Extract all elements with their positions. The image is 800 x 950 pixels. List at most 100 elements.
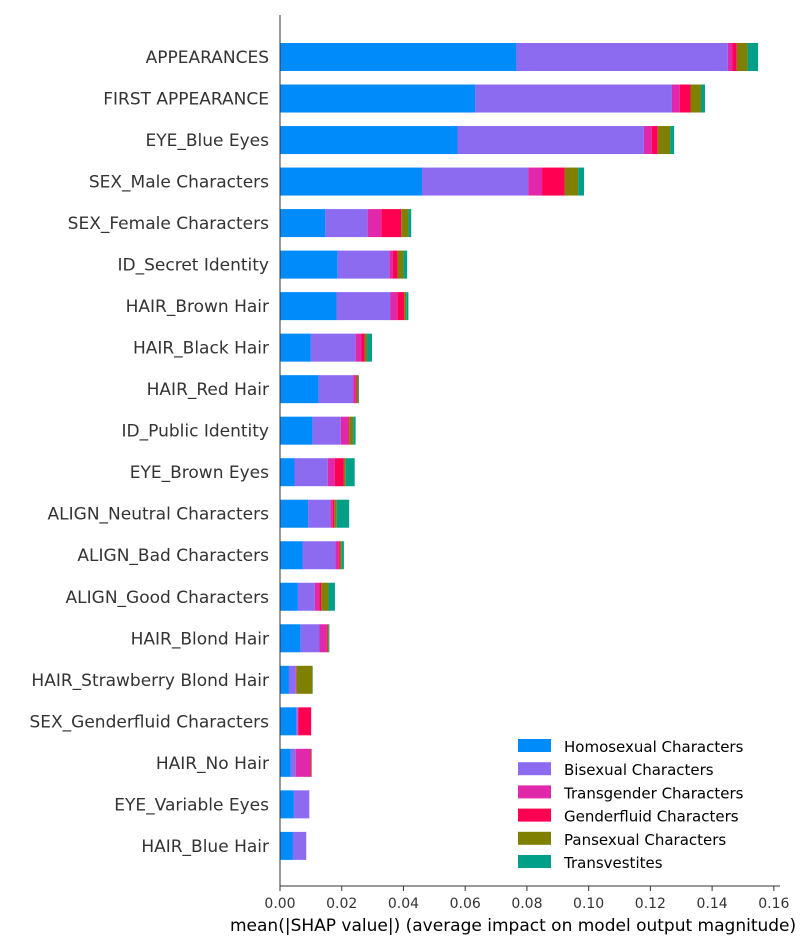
bar-first-appearance-bisexual-characters	[475, 84, 672, 113]
bar-eye-blue-eyes-genderfluid-characters	[651, 126, 658, 155]
x-tick-label: 0.10	[573, 896, 604, 912]
x-tick-label: 0.14	[697, 896, 728, 912]
bar-hair-brown-hair-transvestites	[406, 292, 409, 321]
bar-align-neutral-characters-transvestites	[336, 499, 350, 528]
bar-eye-blue-eyes-pansexual-characters	[657, 126, 671, 155]
bar-hair-blue-hair-homosexual-characters	[280, 831, 293, 860]
bar-appearances-pansexual-characters	[736, 43, 748, 71]
bar-appearances-transgender-characters	[727, 43, 733, 71]
legend-swatch-pansexual-characters	[518, 831, 551, 845]
bar-hair-strawberry-blond-hair-bisexual-characters	[288, 665, 296, 694]
bar-sex-genderfluid-characters-bisexual-characters	[296, 707, 298, 736]
legend: Homosexual Characters Bisexual Characters…	[518, 738, 744, 872]
bar-first-appearance-pansexual-characters	[690, 84, 701, 113]
bar-sex-male-characters-genderfluid-characters	[542, 167, 565, 196]
category-label-hair-blue-hair: HAIR_Blue Hair	[141, 837, 269, 857]
bar-align-neutral-characters-genderfluid-characters	[332, 499, 335, 528]
bar-align-bad-characters-homosexual-characters	[280, 541, 303, 570]
bar-sex-female-characters-pansexual-characters	[401, 209, 409, 238]
bar-sex-female-characters-transgender-characters	[367, 209, 382, 238]
bar-id-public-identity-homosexual-characters	[280, 416, 313, 445]
bar-hair-strawberry-blond-hair-pansexual-characters	[296, 665, 313, 694]
bar-hair-no-hair-pansexual-characters	[311, 748, 312, 777]
x-tick-label: 0.00	[264, 896, 295, 912]
bar-first-appearance-genderfluid-characters	[679, 84, 691, 113]
bars-group	[280, 43, 759, 860]
bar-hair-no-hair-genderfluid-characters	[310, 748, 312, 777]
bar-appearances-homosexual-characters	[280, 43, 517, 71]
category-label-sex-female-characters: SEX_Female Characters	[68, 214, 269, 234]
bar-sex-male-characters-homosexual-characters	[280, 167, 422, 196]
x-tick-label: 0.04	[388, 896, 419, 912]
category-label-hair-strawberry-blond-hair: HAIR_Strawberry Blond Hair	[31, 671, 269, 691]
bar-align-good-characters-pansexual-characters	[321, 582, 329, 611]
bar-align-bad-characters-bisexual-characters	[302, 541, 336, 570]
x-tick-label: 0.12	[635, 896, 666, 912]
bar-hair-no-hair-bisexual-characters	[290, 748, 296, 777]
bar-hair-black-hair-homosexual-characters	[280, 333, 311, 362]
bar-hair-brown-hair-genderfluid-characters	[397, 292, 405, 321]
legend-label: Bisexual Characters	[564, 761, 714, 779]
category-label-hair-brown-hair: HAIR_Brown Hair	[126, 297, 269, 317]
bar-hair-red-hair-genderfluid-characters	[355, 375, 357, 404]
bar-align-good-characters-homosexual-characters	[280, 582, 298, 611]
legend-label: Homosexual Characters	[564, 738, 744, 756]
bar-align-bad-characters-pansexual-characters	[339, 541, 342, 570]
bar-eye-blue-eyes-transvestites	[670, 126, 675, 155]
bar-hair-red-hair-transvestites	[358, 375, 360, 404]
category-label-align-neutral-characters: ALIGN_Neutral Characters	[48, 505, 270, 525]
category-labels: APPEARANCES FIRST APPEARANCE EYE_Blue Eyes…	[29, 48, 269, 857]
category-label-sex-male-characters: SEX_Male Characters	[89, 173, 269, 193]
category-label-appearances: APPEARANCES	[146, 48, 269, 68]
bar-hair-black-hair-transvestites	[367, 333, 372, 362]
bar-id-public-identity-bisexual-characters	[312, 416, 341, 445]
bar-eye-brown-eyes-pansexual-characters	[343, 458, 346, 487]
bar-hair-brown-hair-homosexual-characters	[280, 292, 337, 321]
category-label-align-bad-characters: ALIGN_Bad Characters	[77, 546, 269, 566]
bar-hair-black-hair-transgender-characters	[355, 333, 362, 362]
category-label-sex-genderfluid-characters: SEX_Genderfluid Characters	[29, 712, 269, 732]
legend-swatch-genderfluid-characters	[518, 808, 551, 822]
category-label-align-good-characters: ALIGN_Good Characters	[66, 588, 270, 608]
legend-label: Pansexual Characters	[564, 831, 726, 849]
legend-label: Genderfluid Characters	[564, 808, 739, 826]
bar-eye-brown-eyes-bisexual-characters	[294, 458, 328, 487]
bar-align-good-characters-transvestites	[328, 582, 335, 611]
x-tick-label: 0.16	[758, 896, 789, 912]
category-label-eye-brown-eyes: EYE_Brown Eyes	[130, 463, 269, 483]
bar-appearances-bisexual-characters	[516, 43, 728, 71]
bar-hair-blond-hair-pansexual-characters	[327, 624, 329, 653]
bar-first-appearance-transgender-characters	[671, 84, 680, 113]
bar-sex-female-characters-homosexual-characters	[280, 209, 326, 238]
bar-sex-male-characters-transvestites	[578, 167, 585, 196]
bar-align-bad-characters-transvestites	[341, 541, 344, 570]
bar-hair-red-hair-bisexual-characters	[318, 375, 354, 404]
category-label-eye-blue-eyes: EYE_Blue Eyes	[145, 131, 269, 151]
bar-hair-no-hair-transgender-characters	[295, 748, 311, 777]
bar-id-public-identity-transgender-characters	[340, 416, 349, 445]
bar-appearances-transvestites	[747, 43, 759, 71]
bar-hair-black-hair-bisexual-characters	[310, 333, 356, 362]
bar-hair-red-hair-pansexual-characters	[356, 375, 359, 404]
bar-align-neutral-characters-pansexual-characters	[334, 499, 337, 528]
legend-label: Transvestites	[563, 854, 663, 872]
bar-hair-blond-hair-transvestites	[328, 624, 330, 653]
bar-hair-blond-hair-homosexual-characters	[280, 624, 301, 653]
category-label-hair-no-hair: HAIR_No Hair	[156, 754, 269, 774]
bar-eye-variable-eyes-bisexual-characters	[293, 790, 310, 819]
bar-id-secret-identity-bisexual-characters	[337, 250, 390, 279]
category-label-hair-black-hair: HAIR_Black Hair	[133, 339, 269, 359]
bar-appearances-genderfluid-characters	[732, 43, 737, 71]
bar-hair-blond-hair-genderfluid-characters	[326, 624, 328, 653]
bar-align-good-characters-transgender-characters	[314, 582, 320, 611]
bar-first-appearance-transvestites	[700, 84, 705, 113]
category-label-hair-blond-hair: HAIR_Blond Hair	[131, 629, 269, 649]
bar-sex-male-characters-bisexual-characters	[421, 167, 529, 196]
bar-hair-blond-hair-bisexual-characters	[300, 624, 320, 653]
legend-swatch-bisexual-characters	[518, 762, 551, 776]
bar-first-appearance-homosexual-characters	[280, 84, 476, 113]
bar-sex-genderfluid-characters-homosexual-characters	[280, 707, 297, 736]
bar-hair-black-hair-genderfluid-characters	[361, 333, 365, 362]
bar-hair-red-hair-homosexual-characters	[280, 375, 319, 404]
bar-align-good-characters-genderfluid-characters	[319, 582, 322, 611]
